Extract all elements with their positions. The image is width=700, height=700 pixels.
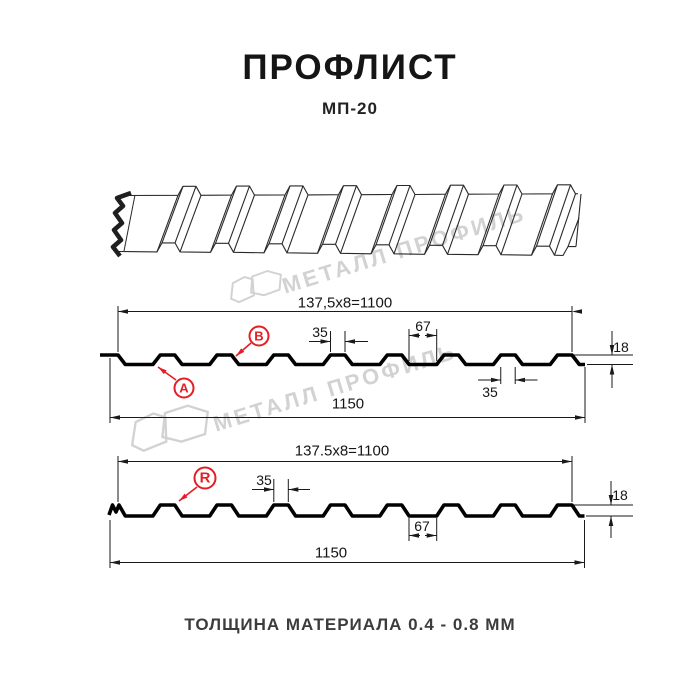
material-thickness-note: ТОЛЩИНА МАТЕРИАЛА 0.4 - 0.8 ММ — [184, 615, 516, 634]
point-label-a: A — [173, 377, 195, 399]
cross-section-top — [100, 306, 633, 423]
dim-crest-width-bottom: 35 — [256, 472, 272, 488]
dim-coverage-width-bottom: 137.5x8=1100 — [294, 442, 390, 460]
dim-profile-height-bottom: 18 — [612, 487, 628, 503]
metall-profil-logo-icon — [228, 266, 284, 308]
dim-overall-width-top: 1150 — [331, 395, 365, 413]
dim-overall-width-bottom: 1150 — [314, 544, 348, 562]
point-label-r: R — [193, 466, 217, 490]
dim-coverage-width-top: 137,5x8=1100 — [297, 294, 393, 312]
cross-section-bottom — [107, 456, 633, 568]
dim-profile-height-top: 18 — [613, 339, 629, 355]
sheet-3d-view — [110, 184, 582, 258]
dim-crest-width-top-2: 35 — [482, 384, 498, 400]
dim-valley-width-top: 67 — [415, 318, 431, 334]
dim-crest-width-top: 35 — [312, 324, 328, 340]
dim-valley-width-bottom: 67 — [414, 518, 430, 534]
point-label-b: B — [248, 325, 270, 347]
product-model-label: МП-20 — [322, 99, 378, 118]
page-title: ПРОФЛИСТ — [242, 48, 458, 87]
